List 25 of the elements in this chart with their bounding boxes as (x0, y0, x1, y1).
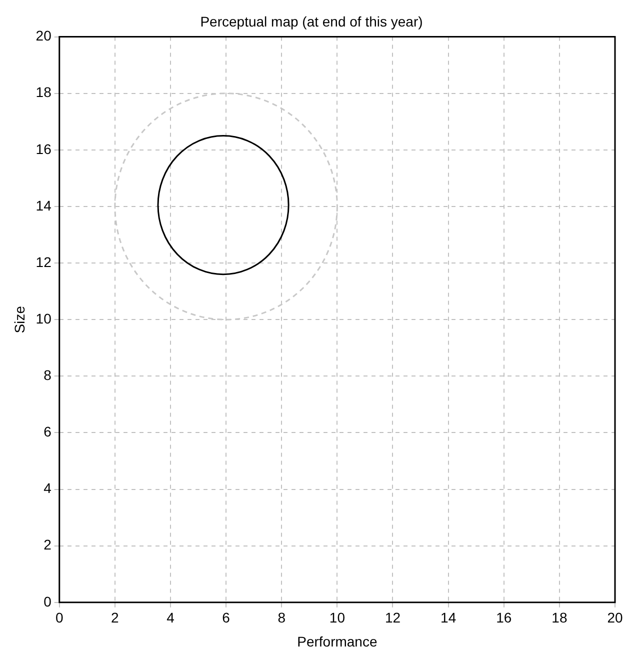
y-tick-label: 14 (36, 197, 52, 214)
chart-title: Perceptual map (at end of this year) (200, 13, 423, 30)
x-axis-title: Performance (297, 633, 378, 650)
x-tick-label: 12 (384, 610, 401, 626)
x-tick-label: 10 (329, 610, 346, 626)
x-tick-label: 6 (222, 610, 230, 626)
y-tick-label: 4 (44, 480, 52, 496)
x-tick-label: 20 (607, 610, 623, 626)
y-tick-label: 2 (44, 536, 52, 553)
y-axis-title: Size (11, 306, 28, 334)
x-tick-label: 4 (166, 610, 175, 626)
x-tick-label: 14 (440, 610, 456, 626)
y-tick-label: 6 (44, 424, 52, 440)
x-tick-label: 2 (111, 610, 120, 626)
x-tick-label: 0 (55, 610, 64, 626)
y-tick-label: 10 (36, 310, 52, 326)
x-tick-label: 18 (552, 610, 568, 626)
y-tick-label: 12 (36, 254, 52, 270)
y-tick-label: 0 (44, 593, 52, 610)
y-tick-label: 8 (44, 367, 52, 384)
y-tick-label: 18 (36, 84, 52, 100)
y-tick-label: 16 (36, 140, 52, 157)
x-tick-label: 8 (278, 610, 286, 626)
x-tick-label: 16 (496, 610, 512, 626)
y-tick-label: 20 (36, 28, 52, 44)
